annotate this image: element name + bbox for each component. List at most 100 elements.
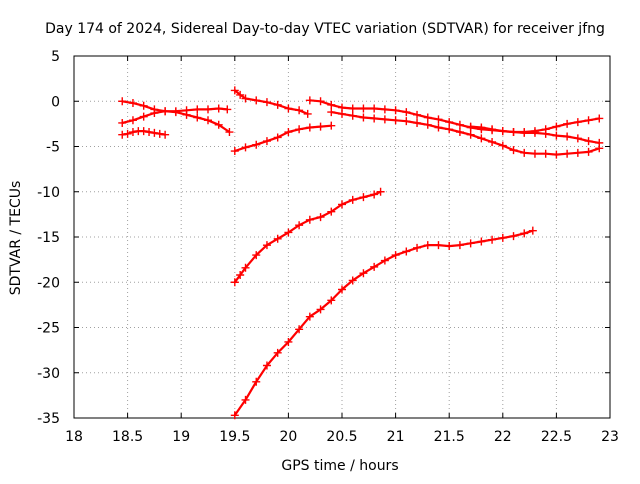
series-arc-b2 bbox=[230, 121, 336, 156]
data-point bbox=[528, 226, 537, 235]
data-point bbox=[423, 241, 432, 250]
data-point bbox=[128, 99, 137, 108]
data-point bbox=[139, 112, 148, 121]
data-point bbox=[305, 96, 314, 105]
data-point bbox=[370, 104, 379, 113]
x-axis-label: GPS time / hours bbox=[281, 458, 398, 474]
data-point bbox=[466, 122, 475, 131]
data-point bbox=[455, 241, 464, 250]
data-point bbox=[530, 149, 539, 158]
data-point bbox=[466, 239, 475, 248]
data-point bbox=[455, 128, 464, 137]
data-point bbox=[541, 149, 550, 158]
data-point bbox=[118, 130, 127, 139]
data-point bbox=[262, 241, 271, 250]
data-point bbox=[509, 128, 518, 137]
data-point bbox=[573, 148, 582, 157]
data-point bbox=[295, 125, 304, 134]
data-point bbox=[284, 337, 293, 346]
series-arc-a3 bbox=[118, 127, 170, 139]
data-point bbox=[573, 134, 582, 143]
data-point bbox=[273, 234, 282, 243]
data-point bbox=[520, 128, 529, 137]
data-point bbox=[498, 233, 507, 242]
series-group bbox=[118, 86, 604, 420]
data-point bbox=[359, 104, 368, 113]
data-point bbox=[423, 113, 432, 122]
data-point bbox=[338, 200, 346, 209]
data-point bbox=[150, 109, 159, 118]
data-point bbox=[530, 127, 539, 136]
data-point bbox=[123, 129, 132, 138]
data-point bbox=[466, 130, 475, 139]
data-point bbox=[236, 90, 245, 99]
data-point bbox=[327, 100, 336, 109]
data-point bbox=[262, 361, 271, 370]
data-point bbox=[273, 348, 282, 357]
data-point bbox=[316, 122, 325, 131]
data-point bbox=[413, 110, 422, 119]
data-point bbox=[477, 123, 486, 132]
data-point bbox=[391, 106, 400, 115]
data-point bbox=[303, 109, 312, 118]
series-arc-c1 bbox=[230, 187, 385, 287]
data-point bbox=[348, 104, 357, 113]
data-point bbox=[445, 125, 454, 134]
data-point bbox=[145, 128, 154, 137]
data-point bbox=[380, 256, 389, 265]
data-point bbox=[359, 113, 368, 122]
data-point bbox=[204, 116, 212, 125]
data-point bbox=[584, 147, 593, 156]
data-point bbox=[552, 122, 561, 131]
data-point bbox=[455, 120, 464, 129]
data-point bbox=[370, 262, 379, 271]
data-point bbox=[252, 251, 261, 260]
data-point bbox=[139, 101, 148, 110]
series-line bbox=[309, 99, 600, 144]
data-point bbox=[338, 285, 346, 294]
data-point bbox=[316, 305, 325, 314]
data-point bbox=[171, 108, 180, 117]
data-point bbox=[391, 116, 400, 125]
data-point bbox=[241, 263, 250, 272]
y-axis-label: SDTVAR / TECUs bbox=[8, 181, 24, 296]
series-line bbox=[234, 124, 332, 153]
series-arc-b3 bbox=[305, 96, 604, 147]
data-point bbox=[348, 195, 357, 204]
data-point bbox=[327, 296, 336, 305]
data-point bbox=[380, 115, 389, 124]
data-point bbox=[498, 127, 507, 136]
data-point bbox=[305, 215, 314, 224]
data-point bbox=[563, 119, 572, 128]
data-point bbox=[541, 125, 550, 134]
data-point bbox=[193, 113, 202, 122]
x-tick-label: 18.5 bbox=[112, 429, 143, 445]
data-point bbox=[155, 129, 164, 138]
series-line bbox=[233, 190, 382, 283]
data-point bbox=[214, 104, 223, 113]
data-point bbox=[376, 187, 385, 196]
x-tick-label: 21.5 bbox=[434, 429, 465, 445]
data-point bbox=[230, 147, 239, 156]
data-point bbox=[161, 130, 170, 139]
data-point bbox=[118, 118, 127, 127]
data-point bbox=[252, 96, 261, 105]
data-point bbox=[434, 123, 443, 132]
y-tick-label: -15 bbox=[37, 230, 60, 246]
data-point bbox=[273, 133, 282, 142]
data-point bbox=[477, 237, 486, 246]
data-point bbox=[230, 278, 239, 287]
x-tick-label: 22.5 bbox=[541, 429, 572, 445]
data-point bbox=[370, 114, 379, 123]
y-tick-label: 0 bbox=[51, 94, 60, 110]
data-point bbox=[284, 128, 293, 137]
data-point bbox=[488, 235, 497, 244]
x-tick-label: 19.5 bbox=[219, 429, 250, 445]
x-tick-label: 19 bbox=[172, 429, 190, 445]
y-tick-label: -35 bbox=[37, 411, 60, 427]
series-line bbox=[233, 229, 534, 416]
data-point bbox=[359, 269, 368, 278]
data-point bbox=[520, 229, 529, 238]
data-point bbox=[509, 232, 518, 241]
